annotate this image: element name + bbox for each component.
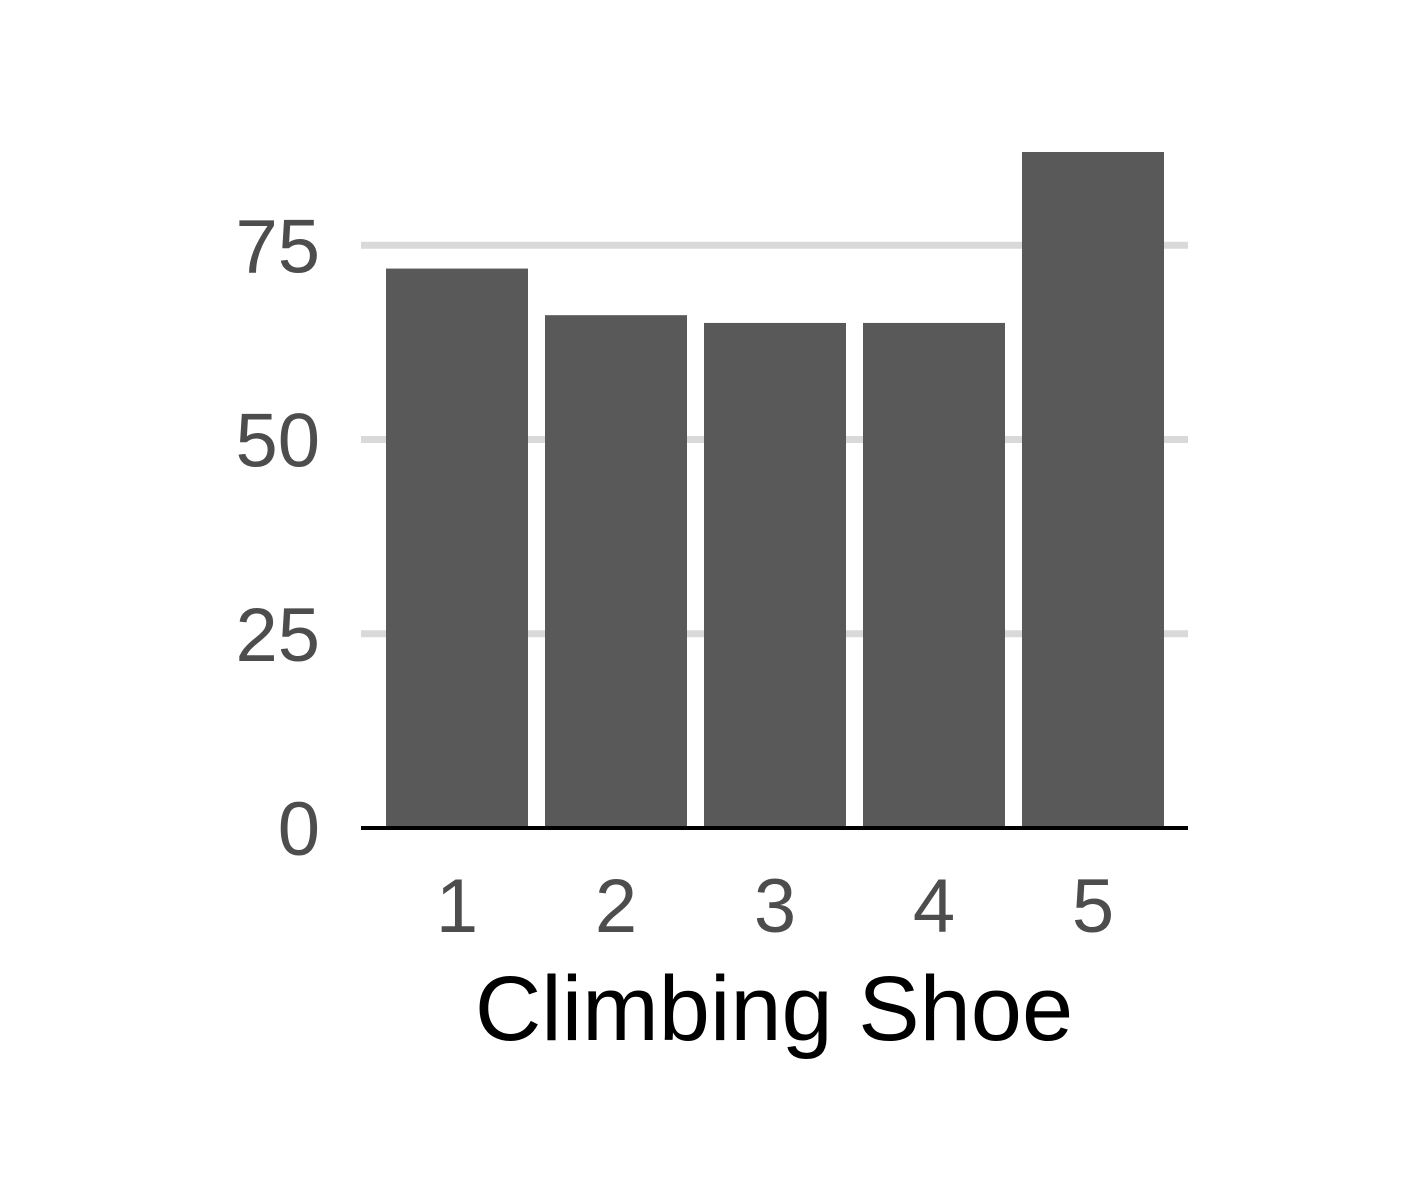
bar-1: [386, 268, 528, 828]
x-tick-label-5: 5: [1072, 864, 1114, 949]
bars: [386, 152, 1164, 828]
bar-2: [545, 315, 687, 828]
bar-5: [1022, 152, 1164, 828]
y-tick-label-0: 0: [278, 787, 320, 872]
bar-3: [704, 322, 846, 828]
bar-4: [863, 322, 1005, 828]
x-tick-label-2: 2: [595, 864, 637, 949]
x-axis-ticks: 1 2 3 4 5: [436, 864, 1114, 949]
x-tick-label-1: 1: [436, 864, 478, 949]
y-tick-label-25: 25: [235, 593, 320, 678]
y-tick-label-75: 75: [235, 204, 320, 289]
y-tick-label-50: 50: [235, 399, 320, 484]
y-axis-ticks: 0 25 50 75: [235, 204, 320, 872]
x-tick-label-4: 4: [913, 864, 955, 949]
x-axis-title: Climbing Shoe: [475, 958, 1073, 1060]
x-tick-label-3: 3: [754, 864, 796, 949]
